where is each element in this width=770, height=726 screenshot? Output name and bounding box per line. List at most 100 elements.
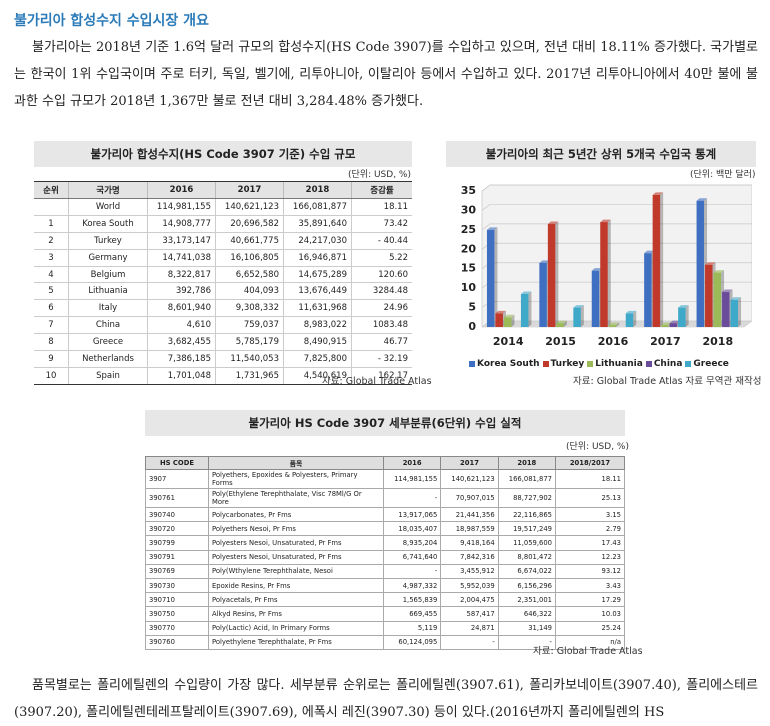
table-cell: 1,731,965: [215, 367, 284, 385]
table-cell: 22,116,865: [497, 506, 557, 523]
table-cell: Greece: [68, 333, 148, 352]
table-cell: -: [497, 634, 557, 650]
bar-top: [608, 322, 620, 326]
table-cell: 587,417: [440, 606, 499, 622]
table-cell: 60,124,095: [382, 634, 442, 650]
table-cell: 390770: [145, 620, 209, 636]
table-cell: 140,621,123: [440, 469, 499, 489]
table-cell: Lithuania: [68, 282, 148, 301]
table-cell: 5,785,179: [215, 333, 284, 352]
section-heading: 불가리아 합성수지 수입시장 개요: [14, 13, 209, 29]
legend-label: China: [653, 359, 683, 369]
bar: [591, 270, 600, 327]
table-cell: 390750: [145, 606, 209, 622]
table-cell: Polyethylene Terephthalate, Pr Fms: [208, 634, 384, 650]
table-cell: 18.11: [555, 469, 625, 489]
bar-side: [607, 219, 611, 327]
bar-side: [494, 227, 498, 327]
table-row: 10 Spain 1,701,048 1,731,965 4,540,619 162.17: [34, 367, 412, 385]
table-cell: Italy: [68, 299, 148, 318]
table-cell: 25.13: [555, 488, 625, 508]
x-tick-label: 2015: [545, 335, 576, 348]
chart-title: 불가리아의 최근 5년간 상위 5개국 수입국 통계: [446, 141, 756, 167]
table-cell: 390769: [145, 563, 209, 579]
y-tick-label: 10: [461, 281, 477, 294]
import-bar-chart: 0 5 10 15 20 25 30 35 2014 2015 2016 2017 2018: [461, 184, 753, 348]
column-header: 증감률: [351, 181, 412, 199]
table-row: 2 Turkey 33,173,147 40,661,775 24,217,030- 4…: [34, 232, 412, 250]
table-cell: 390720: [145, 521, 209, 537]
table-cell: 390799: [145, 535, 209, 551]
table-row: 7 China 4,610 759,037 8,983,022 1083.48: [34, 316, 412, 335]
table-cell: 8,983,022: [283, 316, 352, 335]
bar-top: [661, 322, 672, 326]
table-cell: 73.42: [351, 215, 412, 233]
table-row: 390730 Epoxide Resins, Pr Fms 4,987,332 5,9…: [145, 577, 625, 594]
table-row: 390791 Polyesters Nesoi, Unsaturated, Pr …: [145, 549, 625, 565]
table-cell: 166,081,877: [497, 469, 557, 489]
bar: [625, 313, 634, 327]
bar: [556, 323, 564, 327]
x-tick-label: 2018: [702, 335, 733, 348]
table-cell: 2,351,001: [497, 592, 557, 608]
table2-title: 불가리아 HS Code 3907 세부분류(6단위) 수입 실적: [145, 410, 625, 436]
table-cell: 6,156,296: [497, 577, 557, 594]
table-cell: 7: [34, 316, 69, 335]
table1-header-row: 순위 국가명 2016 2017 2018 증감률: [34, 181, 412, 199]
bar: [547, 224, 556, 327]
bar-top: [722, 289, 733, 293]
bar-top: [539, 260, 550, 263]
table-row: 6 Italy 8,601,940 9,308,332 11,631,968 24.96: [34, 299, 412, 318]
y-tick-label: 20: [461, 242, 477, 255]
table-cell: 5.22: [351, 249, 412, 267]
chart-legend: Korea South Turkey Lithuania China Greece: [466, 359, 729, 369]
table-row: World 114,981,155 140,621,123 166,081,877 18…: [34, 198, 412, 216]
table-cell: 3,455,912: [440, 563, 499, 579]
table-cell: 11,631,968: [283, 299, 352, 318]
table-cell: 8,935,204: [382, 535, 442, 551]
table-cell: 88,727,902: [497, 488, 557, 508]
table-cell: 11,059,600: [497, 535, 557, 551]
bar: [722, 292, 730, 327]
bar-top: [669, 320, 681, 324]
bar-top: [591, 268, 603, 271]
column-header: 2016: [382, 456, 442, 470]
bar: [573, 307, 581, 327]
bar: [713, 272, 722, 327]
table-cell: Polyesters Nesoi, Unsaturated, Pr Fms: [208, 549, 384, 565]
bar-side: [685, 305, 689, 327]
table-cell: 7,842,316: [440, 549, 499, 565]
table-cell: Netherlands: [68, 350, 148, 368]
table-cell: 8,801,472: [497, 549, 557, 565]
bar-top: [678, 305, 689, 308]
table-cell: 13,917,065: [382, 506, 442, 523]
table-cell: 19,517,249: [497, 521, 557, 537]
table-cell: Alkyd Resins, Pr Fms: [208, 606, 384, 622]
table-cell: 162.17: [351, 367, 412, 385]
table-cell: 46.77: [351, 333, 412, 352]
table-cell: 114,981,155: [382, 469, 442, 489]
table-cell: 1083.48: [351, 316, 412, 335]
bar-side: [660, 192, 664, 327]
table-cell: 114,981,155: [147, 198, 216, 216]
table-cell: - 40.44: [351, 232, 412, 250]
table-cell: 4,987,332: [382, 577, 442, 594]
bar-side: [580, 305, 584, 327]
column-header: 품목: [208, 456, 384, 470]
bar-top: [486, 227, 498, 230]
legend-swatch: [469, 360, 475, 367]
table-row: 8 Greece 3,682,455 5,785,179 8,490,915 46.77: [34, 333, 412, 352]
table-cell: 33,173,147: [147, 232, 216, 250]
table-cell: 17.29: [555, 592, 625, 608]
bar-top: [730, 297, 742, 300]
table-cell: 35,891,640: [283, 215, 352, 233]
table-cell: 93.12: [555, 563, 625, 579]
legend-swatch: [685, 360, 692, 367]
table-cell: 24,217,030: [283, 232, 352, 250]
table-cell: 6,674,022: [497, 563, 557, 579]
table-cell: Turkey: [68, 232, 148, 250]
table-cell: [34, 198, 69, 216]
import-size-table: 순위 국가명 2016 2017 2018 증감률 World 114,981,155 140…: [34, 181, 412, 385]
table-cell: 1: [34, 215, 69, 233]
bar-top: [652, 192, 664, 195]
